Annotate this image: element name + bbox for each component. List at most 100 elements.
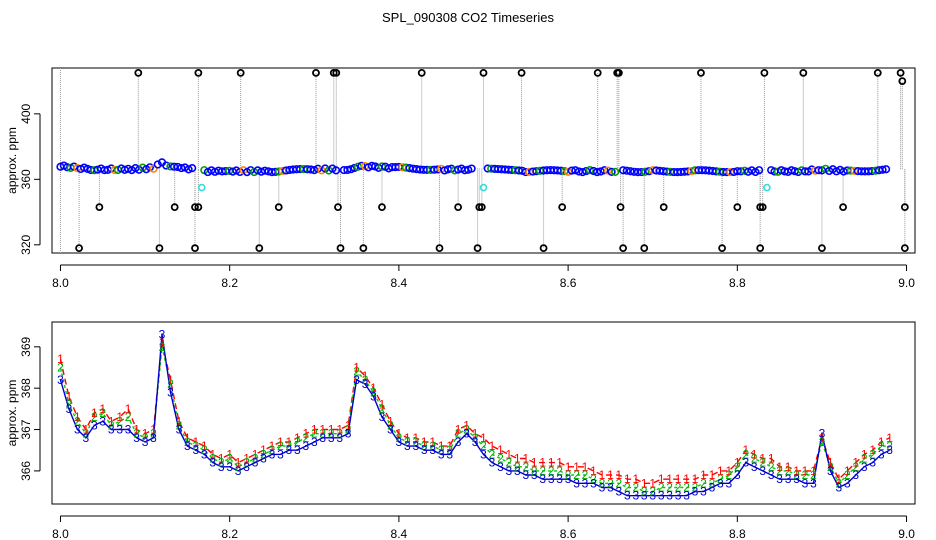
- series-2-point-label: 2: [514, 460, 521, 474]
- series-1-point-label: 1: [387, 414, 394, 428]
- series-2-point-label: 2: [184, 435, 191, 449]
- series-3-point-label: 3: [700, 485, 707, 499]
- series-2-point-label: 2: [709, 476, 716, 490]
- series-1-point-label: 1: [768, 452, 775, 466]
- series-2-point-label: 2: [582, 468, 589, 482]
- series-2-point-label: 2: [556, 464, 563, 478]
- series-2-line: [59, 346, 890, 493]
- top-outlier-point: [454, 203, 463, 212]
- top-baseline-point: [346, 165, 356, 174]
- top-outlier-point: [473, 244, 482, 252]
- top-cyan-point: [763, 183, 771, 192]
- series-2-point-label: 2: [759, 456, 766, 470]
- series-1-point-label: 1: [328, 423, 335, 437]
- series-3-point-label: 3: [429, 443, 436, 457]
- series-3-point-label: 3: [370, 389, 377, 403]
- series-1-point-label: 1: [294, 431, 301, 445]
- series-3-point-label: 3: [99, 414, 106, 428]
- series-3-point-label: 3: [506, 464, 513, 478]
- series-2-point-label: 2: [666, 480, 673, 494]
- series-2-point-label: 2: [819, 435, 826, 449]
- series-2-point-label: 2: [192, 439, 199, 453]
- series-3-point-label: 3: [878, 447, 885, 461]
- series-3-point-label: 3: [243, 460, 250, 474]
- bottom-x-tick-label: 8.0: [52, 527, 69, 540]
- top-outlier-point: [191, 244, 199, 252]
- series-3-point-label: 3: [726, 476, 733, 490]
- top-outlier-point: [896, 69, 905, 77]
- series-3-point-label: 3: [497, 460, 504, 474]
- series-3-point-label: 3: [116, 423, 123, 437]
- series-2-point-label: 2: [472, 431, 479, 445]
- series-2-point-label: 2: [463, 423, 470, 437]
- series-1-point-label: 1: [345, 418, 352, 432]
- top-baseline-point: [603, 166, 613, 175]
- series-2-point-label: 2: [641, 485, 648, 499]
- top-baseline-point: [343, 165, 352, 175]
- top-outlier-point: [417, 69, 426, 77]
- top-x-tick-label: 8.2: [221, 276, 238, 290]
- series-1-point-label: 1: [404, 431, 411, 445]
- series-1-point-label: 1: [573, 460, 580, 474]
- series-1-point-label: 1: [742, 443, 749, 457]
- top-outlier-point: [697, 69, 705, 77]
- series-3-point-label: 3: [396, 435, 403, 449]
- series-1-point-label: 1: [159, 336, 166, 350]
- series-3-point-label: 3: [472, 435, 479, 449]
- top-cyan-point: [479, 183, 488, 192]
- series-3-point-label: 3: [150, 431, 157, 445]
- top-outlier-point: [378, 203, 386, 212]
- bottom-x-tick-label: 9.0: [898, 527, 915, 540]
- series-2-point-label: 2: [742, 447, 749, 461]
- top-outlier-point: [517, 69, 526, 77]
- series-2-point-label: 2: [573, 468, 580, 482]
- series-1-point-label: 1: [116, 410, 123, 424]
- series-1-point-label: 1: [565, 460, 572, 474]
- series-1-point-label: 1: [726, 464, 733, 478]
- series-2-point-label: 2: [869, 447, 876, 461]
- series-2-point-label: 2: [260, 447, 267, 461]
- series-1-point-label: 1: [556, 456, 563, 470]
- series-2-point-label: 2: [125, 410, 132, 424]
- series-3-point-label: 3: [404, 439, 411, 453]
- series-2-point-label: 2: [810, 468, 817, 482]
- series-1-point-label: 1: [277, 435, 284, 449]
- series-1-point-label: 1: [886, 431, 893, 445]
- top-y-tick-label: 400: [19, 104, 33, 124]
- series-2-point-label: 2: [590, 472, 597, 486]
- series-3-point-label: 3: [776, 472, 783, 486]
- series-2-point-label: 2: [209, 452, 216, 466]
- series-2-point-label: 2: [489, 447, 496, 461]
- series-1-point-label: 1: [125, 402, 132, 416]
- series-1-point-label: 1: [709, 468, 716, 482]
- series-3-point-label: 3: [751, 460, 758, 474]
- series-3-point-label: 3: [480, 447, 487, 461]
- series-3-point-label: 3: [531, 468, 538, 482]
- top-outlier-point: [760, 69, 769, 77]
- series-1-point-label: 1: [734, 456, 741, 470]
- series-2-point-label: 2: [167, 377, 174, 391]
- series-1-point-label: 1: [57, 352, 64, 366]
- series-2-point-label: 2: [700, 476, 707, 490]
- series-3-point-label: 3: [108, 423, 115, 437]
- series-1-line: [59, 342, 890, 484]
- top-outlier-point: [898, 77, 907, 85]
- series-3-point-label: 3: [336, 431, 343, 445]
- top-baseline-point: [564, 167, 573, 177]
- series-2-point-label: 2: [387, 418, 394, 432]
- series-2-point-label: 2: [861, 452, 868, 466]
- series-1-point-label: 1: [201, 439, 208, 453]
- series-1-point-label: 1: [429, 435, 436, 449]
- series-2-point-label: 2: [201, 443, 208, 457]
- series-1-point-label: 1: [353, 361, 360, 375]
- top-baseline-point: [633, 167, 643, 177]
- series-2-point-label: 2: [616, 476, 623, 490]
- series-2-point-label: 2: [768, 460, 775, 474]
- series-2-point-label: 2: [675, 480, 682, 494]
- series-1-point-label: 1: [641, 476, 648, 490]
- top-outlier-point: [799, 69, 808, 77]
- top-outlier-point: [334, 203, 342, 212]
- series-3-point-label: 3: [886, 443, 893, 457]
- series-3-point-label: 3: [277, 447, 284, 461]
- series-1-point-label: 1: [269, 439, 276, 453]
